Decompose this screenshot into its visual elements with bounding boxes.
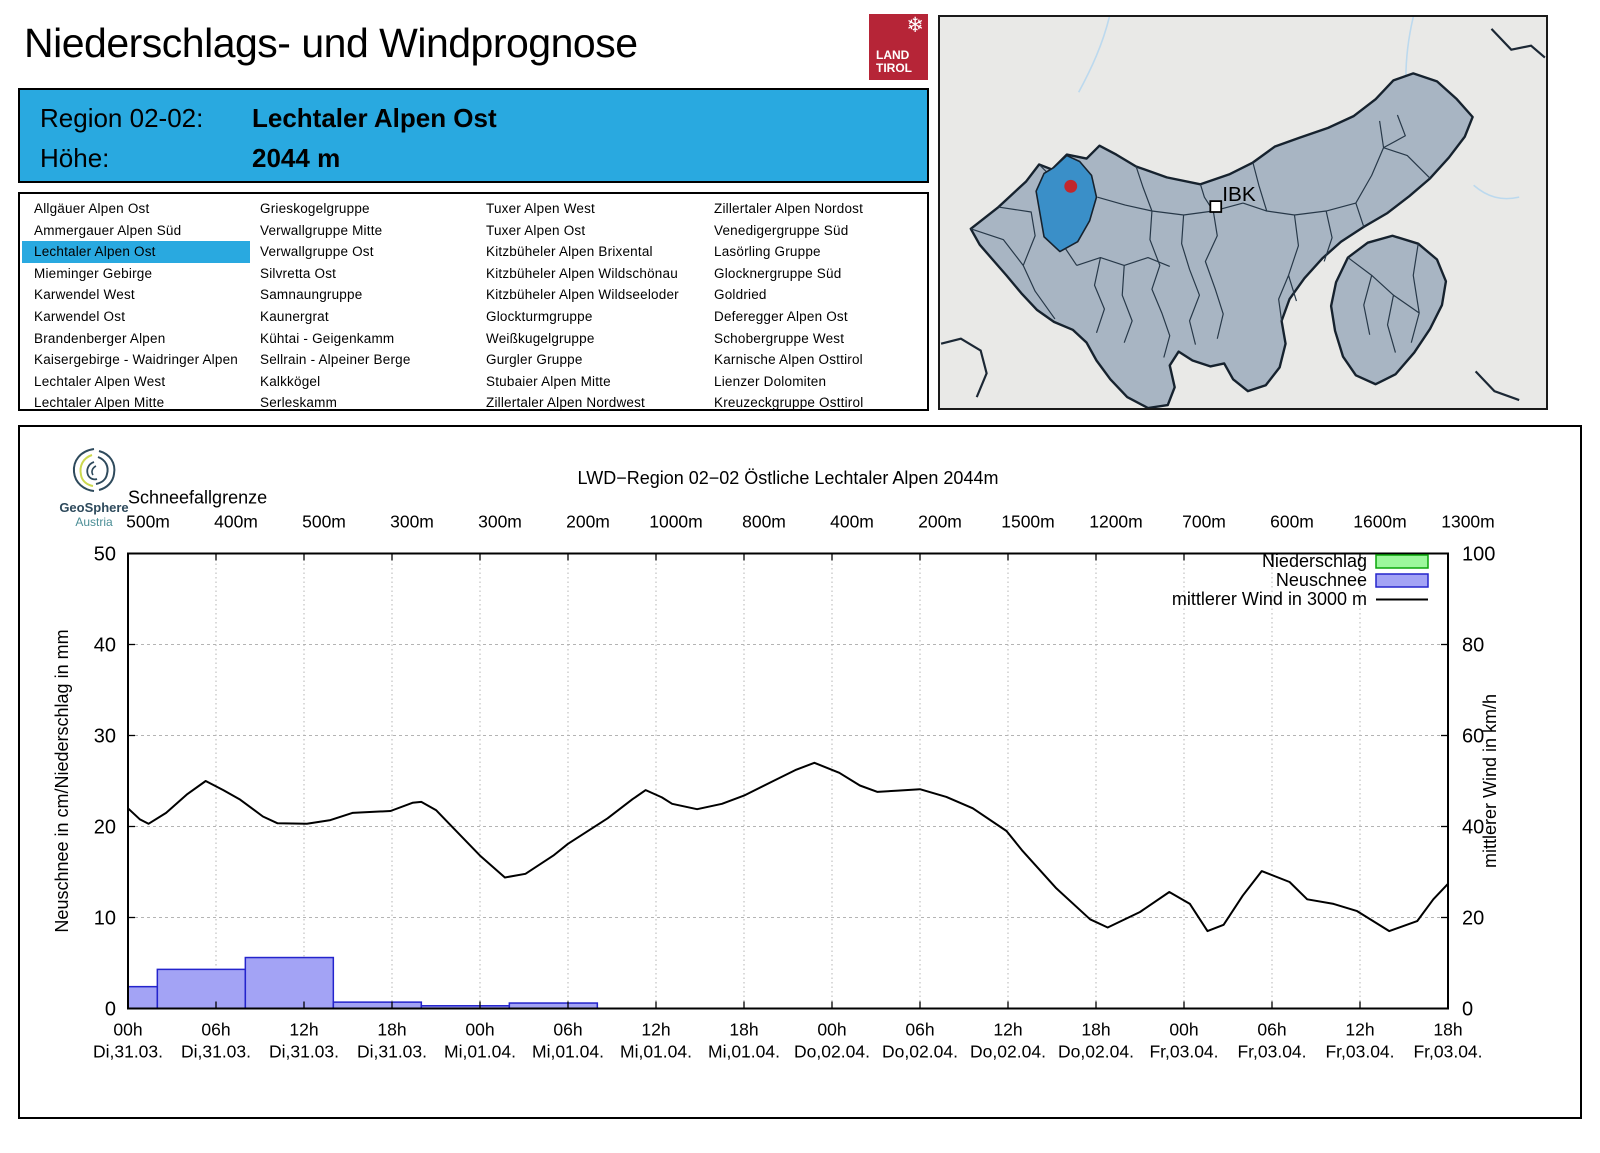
region-list-column: Tuxer Alpen West Tuxer Alpen Ost Kitzbühel… [474, 198, 702, 414]
region-list-item[interactable]: Zillertaler Alpen Nordost [714, 201, 864, 216]
region-list-item[interactable]: Glockturmgruppe [486, 308, 593, 324]
region-list-item[interactable]: Stubaier Alpen Mitte [486, 373, 611, 389]
region-list-column: Allgäuer Alpen Ost Ammergauer Alpen Süd Le… [22, 198, 250, 414]
region-list-column: Zillertaler Alpen Nordost Venedigergruppe… [702, 198, 930, 414]
region-list-item[interactable]: Kreuzeckgruppe Osttirol [714, 395, 864, 411]
region-list-item[interactable]: Brandenberger Alpen [34, 330, 166, 346]
logo-line2: TIROL [876, 61, 912, 75]
region-list-item[interactable]: Allgäuer Alpen Ost [34, 201, 150, 216]
map-region-highlighted [1035, 154, 1098, 253]
region-list-item[interactable]: Deferegger Alpen Ost [714, 308, 848, 324]
region-list-column: Grieskogelgruppe Verwallgruppe Mitte Verwa… [248, 198, 476, 414]
region-list-item[interactable]: Serleskamm [260, 395, 338, 411]
region-label: Region 02-02: [40, 103, 204, 133]
region-list-item[interactable]: Goldried [714, 287, 767, 303]
region-list-item[interactable]: Venedigergruppe Süd [714, 222, 849, 238]
region-list-item[interactable]: Tuxer Alpen Ost [486, 222, 586, 238]
region-list: Allgäuer Alpen Ost Ammergauer Alpen Süd Le… [18, 192, 929, 411]
region-list-item[interactable]: Tuxer Alpen West [486, 201, 595, 216]
chart-panel [18, 425, 1582, 1119]
geosphere-name: GeoSphere [59, 500, 129, 515]
region-list-item[interactable]: Verwallgruppe Ost [260, 244, 374, 260]
geosphere-logo: GeoSphere Austria [46, 445, 142, 529]
region-list-item[interactable]: Lechtaler Alpen Ost [22, 241, 250, 263]
region-list-item[interactable]: Samnaungruppe [260, 287, 363, 303]
altitude-value: 2044 m [252, 143, 341, 173]
region-name: Lechtaler Alpen Ost [252, 103, 497, 133]
region-list-item[interactable]: Karwendel West [34, 287, 135, 303]
page-title: Niederschlags- und Windprognose [24, 20, 638, 66]
tirol-map-svg: IBK [940, 17, 1546, 408]
altitude-label: Höhe: [40, 143, 110, 173]
region-list-item[interactable]: Weißkugelgruppe [486, 330, 595, 346]
snowflake-icon: ❄ [906, 14, 924, 37]
region-list-item[interactable]: Kitzbüheler Alpen Brixental [486, 244, 653, 260]
tirol-map: IBK [938, 15, 1548, 410]
region-row: Region 02-02: Lechtaler Alpen Ost [40, 103, 497, 134]
region-list-item[interactable]: Lechtaler Alpen Mitte [34, 395, 165, 411]
region-list-item[interactable]: Mieminger Gebirge [34, 265, 153, 281]
region-list-item[interactable]: Lienzer Dolomiten [714, 373, 827, 389]
geosphere-logo-icon [72, 448, 116, 492]
region-marker-dot [1064, 179, 1078, 193]
region-list-item[interactable]: Kalkkögel [260, 373, 321, 389]
outer-border-fragment [940, 28, 1546, 402]
altitude-row: Höhe: 2044 m [40, 143, 340, 174]
region-list-item[interactable]: Karnische Alpen Osttirol [714, 352, 863, 368]
region-list-item[interactable]: Verwallgruppe Mitte [260, 222, 383, 238]
map-region-north-tirol [969, 72, 1474, 408]
region-list-item[interactable]: Lasörling Gruppe [714, 244, 821, 260]
region-list-item[interactable]: Zillertaler Alpen Nordwest [486, 395, 646, 411]
ibk-marker [1209, 200, 1223, 213]
region-list-item[interactable]: Kaisergebirge - Waidringer Alpen [34, 352, 239, 368]
region-list-item[interactable]: Lechtaler Alpen West [34, 373, 166, 389]
region-list-item[interactable]: Kitzbüheler Alpen Wildseeloder [486, 287, 679, 303]
geosphere-country: Austria [75, 515, 113, 529]
region-list-item[interactable]: Gurgler Gruppe [486, 352, 583, 368]
region-list-item[interactable]: Ammergauer Alpen Süd [34, 222, 182, 238]
region-info-box: Region 02-02: Lechtaler Alpen Ost Höhe: … [18, 88, 929, 183]
region-list-item[interactable]: Kaunergrat [260, 308, 329, 324]
region-list-item[interactable]: Karwendel Ost [34, 308, 126, 324]
region-list-item[interactable]: Kitzbüheler Alpen Wildschönau [486, 265, 678, 281]
region-list-item[interactable]: Kühtai - Geigenkamm [260, 330, 395, 346]
land-tirol-logo: ❄ LAND TIROL [869, 14, 928, 80]
region-list-item[interactable]: Schobergruppe West [714, 330, 845, 346]
logo-line1: LAND [876, 48, 910, 62]
map-region-east-tirol [1329, 234, 1448, 386]
region-list-item[interactable]: Sellrain - Alpeiner Berge [260, 352, 411, 368]
ibk-label: IBK [1222, 183, 1256, 206]
region-list-item[interactable]: Silvretta Ost [260, 265, 337, 281]
region-list-item[interactable]: Glocknergruppe Süd [714, 265, 842, 281]
land-tirol-logo-text: LAND TIROL [876, 49, 912, 75]
region-list-item[interactable]: Grieskogelgruppe [260, 201, 370, 216]
